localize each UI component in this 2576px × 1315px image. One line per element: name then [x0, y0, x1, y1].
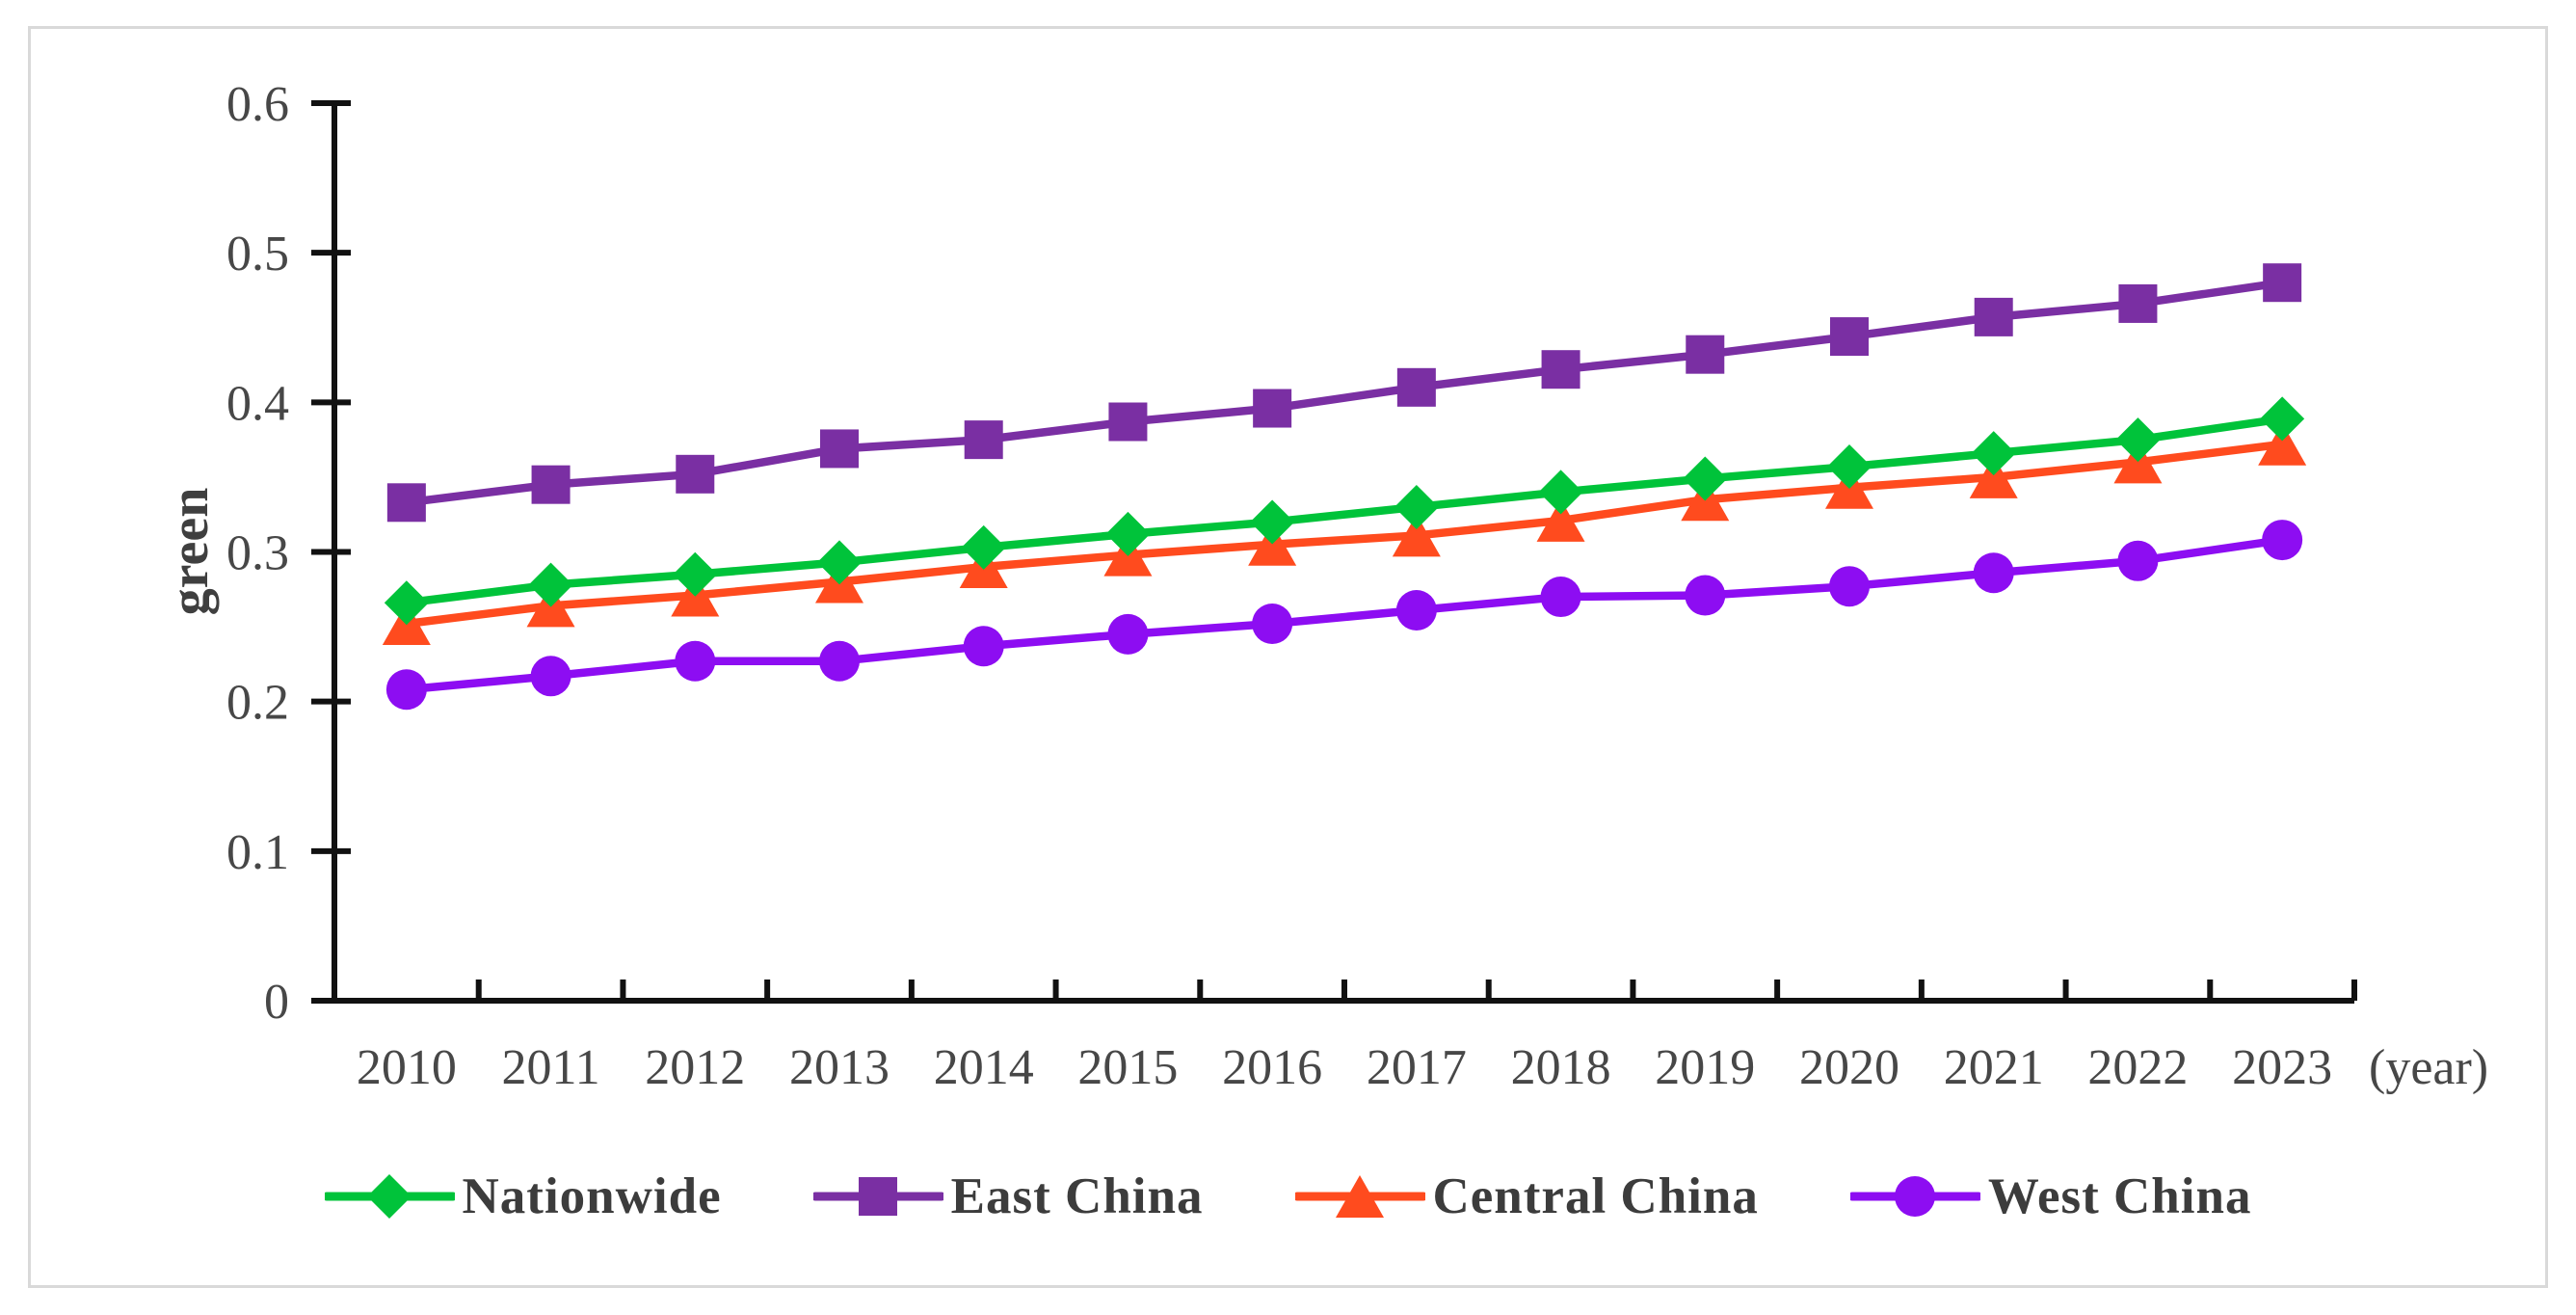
x-tick-label: 2020: [1799, 1040, 1899, 1095]
chart-frame: [28, 26, 2548, 1288]
circle-swatch-icon: [1849, 1176, 1980, 1217]
x-tick-label: 2015: [1077, 1040, 1178, 1095]
legend-item-central-china: Central China: [1294, 1167, 1759, 1225]
x-tick-label: 2018: [1511, 1040, 1611, 1095]
series-line-nationwide: [402, 415, 2287, 607]
triangle-swatch-icon: [1294, 1175, 1425, 1218]
legend-item-west-china: West China: [1849, 1167, 2252, 1225]
series-lines: [402, 278, 2287, 694]
series-markers: [382, 263, 2307, 711]
x-tick-label: 2023: [2232, 1040, 2332, 1095]
x-tick-label: 2017: [1367, 1040, 1467, 1095]
x-tick-label: 2022: [2087, 1040, 2188, 1095]
legend-label: West China: [1987, 1168, 2252, 1224]
series-markers-central-china: [382, 422, 2307, 645]
legend-label: Nationwide: [462, 1168, 722, 1224]
x-tick-label: 2012: [645, 1040, 745, 1095]
y-tick-label: 0.4: [226, 376, 289, 431]
y-tick-label: 0: [264, 975, 289, 1030]
x-tick-label: 2013: [789, 1040, 890, 1095]
x-tick-label: 2019: [1655, 1040, 1755, 1095]
diamond-swatch-icon: [324, 1174, 455, 1219]
y-tick-label: 0.1: [226, 825, 289, 880]
y-axis-title: green: [160, 488, 220, 616]
series-markers-nationwide: [384, 396, 2305, 626]
series-markers-west-china: [385, 520, 2303, 711]
y-tick-label: 0.2: [226, 676, 289, 731]
legend-label: East China: [950, 1168, 1204, 1224]
series-line-central-china: [402, 440, 2287, 629]
y-tick-label: 0.5: [226, 227, 289, 282]
series-line-east-china: [402, 278, 2287, 507]
series-markers-east-china: [386, 263, 2302, 523]
x-tick-label: 2010: [357, 1040, 457, 1095]
x-tick-label: 2014: [934, 1040, 1034, 1095]
x-tick-label: 2016: [1222, 1040, 1322, 1095]
legend-item-nationwide: Nationwide: [324, 1167, 722, 1225]
x-axis-unit-label: (year): [2369, 1040, 2488, 1095]
tick-labels: 0 0.1 0.2 0.3 0.4 0.5 0.6 2010 2011 2012 2013 2014 2…: [226, 77, 2332, 1095]
legend-item-east-china: East China: [812, 1167, 1204, 1225]
y-tick-label: 0.3: [226, 526, 289, 581]
x-tick-label: 2011: [502, 1040, 600, 1095]
chart-legend: Nationwide East China Central China West Ch…: [0, 1143, 2576, 1249]
series-line-west-china: [402, 535, 2287, 694]
axes: [311, 100, 2357, 1004]
square-swatch-icon: [812, 1177, 943, 1216]
y-tick-label: 0.6: [226, 77, 289, 132]
legend-label: Central China: [1432, 1168, 1759, 1224]
x-tick-label: 2021: [1944, 1040, 2044, 1095]
